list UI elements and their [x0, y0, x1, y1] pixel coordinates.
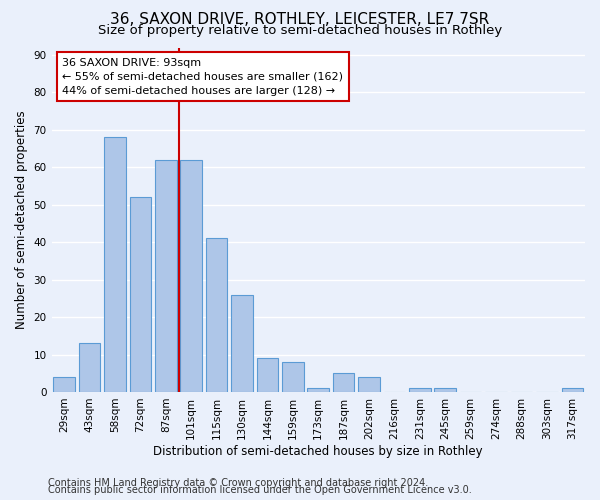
- Bar: [104, 138, 126, 392]
- Bar: [409, 388, 431, 392]
- Bar: [307, 388, 329, 392]
- Bar: [231, 294, 253, 392]
- Bar: [282, 362, 304, 392]
- Bar: [181, 160, 202, 392]
- Text: Size of property relative to semi-detached houses in Rothley: Size of property relative to semi-detach…: [98, 24, 502, 37]
- Bar: [53, 377, 75, 392]
- Bar: [358, 377, 380, 392]
- Text: 36 SAXON DRIVE: 93sqm
← 55% of semi-detached houses are smaller (162)
44% of sem: 36 SAXON DRIVE: 93sqm ← 55% of semi-deta…: [62, 58, 343, 96]
- Bar: [434, 388, 456, 392]
- Text: 36, SAXON DRIVE, ROTHLEY, LEICESTER, LE7 7SR: 36, SAXON DRIVE, ROTHLEY, LEICESTER, LE7…: [110, 12, 490, 28]
- Text: Contains public sector information licensed under the Open Government Licence v3: Contains public sector information licen…: [48, 485, 472, 495]
- Y-axis label: Number of semi-detached properties: Number of semi-detached properties: [15, 110, 28, 329]
- Bar: [562, 388, 583, 392]
- Bar: [206, 238, 227, 392]
- Bar: [155, 160, 176, 392]
- X-axis label: Distribution of semi-detached houses by size in Rothley: Distribution of semi-detached houses by …: [154, 444, 483, 458]
- Bar: [130, 198, 151, 392]
- Bar: [257, 358, 278, 392]
- Bar: [79, 344, 100, 392]
- Text: Contains HM Land Registry data © Crown copyright and database right 2024.: Contains HM Land Registry data © Crown c…: [48, 478, 428, 488]
- Bar: [333, 373, 355, 392]
